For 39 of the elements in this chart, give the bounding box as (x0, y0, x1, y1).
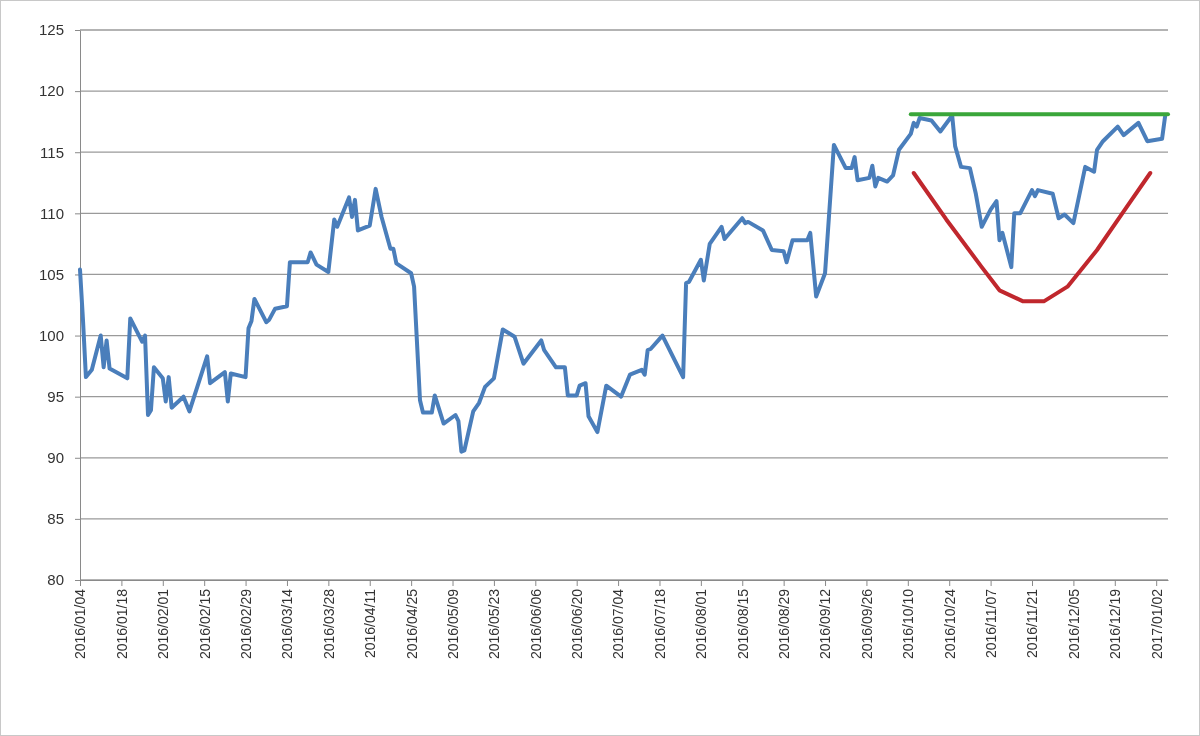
x-tick-label: 2016/06/06 (527, 588, 544, 660)
x-tick-label: 2016/08/29 (776, 588, 793, 660)
x-tick-label: 2016/07/18 (651, 588, 668, 660)
y-tick-label: 90 (47, 449, 64, 467)
y-tick-label: 115 (40, 143, 64, 161)
x-tick-label: 2017/01/02 (1148, 588, 1165, 660)
x-tick-label: 2016/03/28 (320, 588, 337, 660)
y-tick-label: 85 (47, 510, 64, 528)
x-tick-label: 2016/08/01 (693, 588, 710, 660)
y-tick-label: 100 (38, 326, 64, 344)
y-tick-label: 125 (38, 21, 64, 39)
x-tick-label: 2016/09/12 (817, 588, 834, 660)
y-tick-label: 80 (47, 571, 64, 589)
y-tick-label: 120 (38, 82, 64, 100)
x-tick-label: 2016/01/18 (113, 588, 130, 660)
x-tick-label: 2016/10/24 (941, 588, 958, 660)
y-tick-label: 105 (38, 265, 64, 283)
x-tick-label: 2016/04/11 (362, 588, 379, 659)
x-tick-label: 2016/03/14 (279, 588, 296, 660)
line-series (78, 113, 1168, 454)
x-tick-label: 2016/11/21 (1024, 588, 1041, 659)
x-tick-label: 2016/10/10 (900, 588, 917, 660)
y-tick-label: 95 (47, 387, 64, 405)
x-tick-label: 2016/12/05 (1065, 588, 1082, 660)
x-tick-label: 2016/02/01 (155, 588, 172, 660)
x-tick-label: 2016/02/29 (237, 588, 254, 660)
x-tick-label: 2016/05/09 (444, 588, 461, 660)
x-tick-label: 2016/04/25 (403, 588, 420, 660)
y-tick-label: 110 (40, 204, 64, 222)
x-tick-label: 2016/02/15 (196, 588, 213, 660)
x-tick-label: 2016/08/15 (734, 588, 751, 660)
x-tick-label: 2016/01/04 (72, 588, 89, 660)
x-tick-label: 2016/06/20 (569, 588, 586, 660)
x-tick-label: 2016/07/04 (610, 588, 627, 660)
x-tick-label: 2016/09/26 (858, 588, 875, 660)
x-tick-label: 2016/11/07 (983, 588, 1000, 659)
x-tick-label: 2016/12/19 (1107, 588, 1124, 660)
x-tick-label: 2016/05/23 (486, 588, 503, 660)
line-series (911, 171, 1153, 304)
